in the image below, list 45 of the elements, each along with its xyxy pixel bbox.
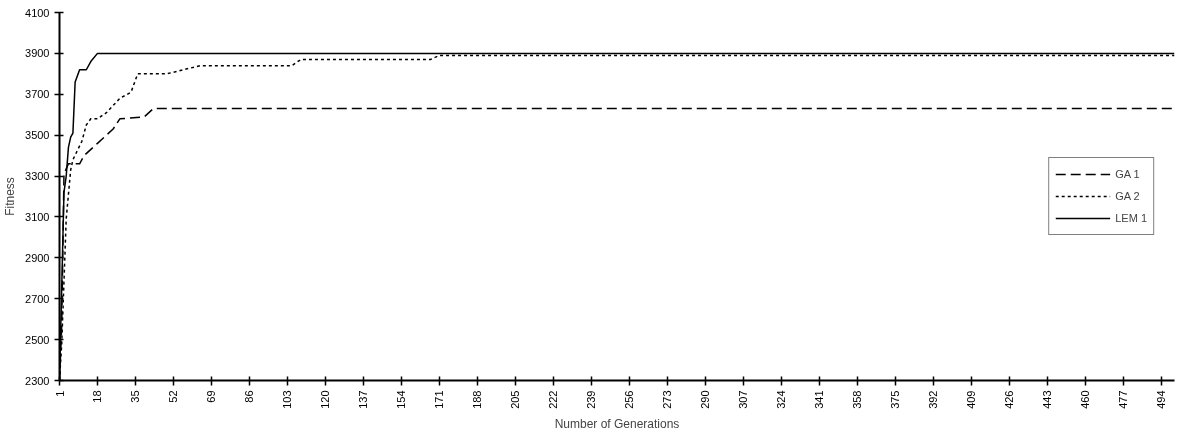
x-tick-label: 18	[91, 390, 104, 403]
x-tick-label: 35	[129, 390, 142, 403]
y-tick-label: 2900	[25, 251, 50, 264]
legend-label: LEM 1	[1115, 212, 1147, 224]
x-tick-label: 290	[699, 390, 712, 409]
x-tick-label: 171	[433, 390, 446, 409]
x-tick-label: 154	[395, 390, 408, 409]
legend-label: GA 1	[1115, 168, 1140, 180]
x-tick-label: 409	[965, 390, 978, 409]
x-tick-label: 460	[1079, 390, 1092, 409]
x-tick-label: 188	[471, 390, 484, 409]
x-tick-label: 341	[813, 390, 826, 409]
y-tick-label: 3100	[25, 210, 50, 223]
legend-label: GA 2	[1115, 190, 1140, 202]
y-tick-label: 3500	[25, 129, 50, 142]
x-tick-label: 324	[775, 390, 788, 409]
x-tick-label: 307	[737, 390, 750, 409]
x-tick-label: 222	[547, 390, 560, 409]
y-tick-label: 2700	[25, 292, 50, 305]
x-tick-label: 69	[205, 390, 218, 403]
x-tick-label: 375	[889, 390, 902, 409]
y-tick-label: 2300	[25, 374, 50, 387]
x-tick-label: 494	[1155, 390, 1168, 409]
y-tick-label: 3700	[25, 88, 50, 101]
x-tick-label: 256	[623, 390, 636, 409]
y-tick-label: 2500	[25, 333, 50, 346]
x-tick-label: 426	[1003, 390, 1016, 409]
x-tick-label: 273	[661, 390, 674, 409]
x-tick-label: 392	[927, 390, 940, 409]
x-tick-label: 443	[1041, 390, 1054, 409]
x-tick-label: 52	[167, 390, 180, 403]
x-tick-label: 86	[243, 390, 256, 403]
y-tick-label: 4100	[25, 6, 50, 19]
x-axis-title: Number of Generations	[554, 416, 680, 431]
x-tick-label: 477	[1117, 390, 1130, 409]
y-tick-label: 3300	[25, 170, 50, 183]
x-tick-label: 137	[357, 390, 370, 409]
y-axis-title: Fitness	[3, 177, 18, 216]
x-tick-label: 205	[509, 390, 522, 409]
x-tick-label: 120	[319, 390, 332, 409]
x-tick-label: 358	[851, 390, 864, 409]
x-tick-label: 239	[585, 390, 598, 409]
x-tick-label: 1	[53, 390, 66, 397]
x-tick-label: 103	[281, 390, 294, 409]
y-tick-label: 3900	[25, 47, 50, 60]
